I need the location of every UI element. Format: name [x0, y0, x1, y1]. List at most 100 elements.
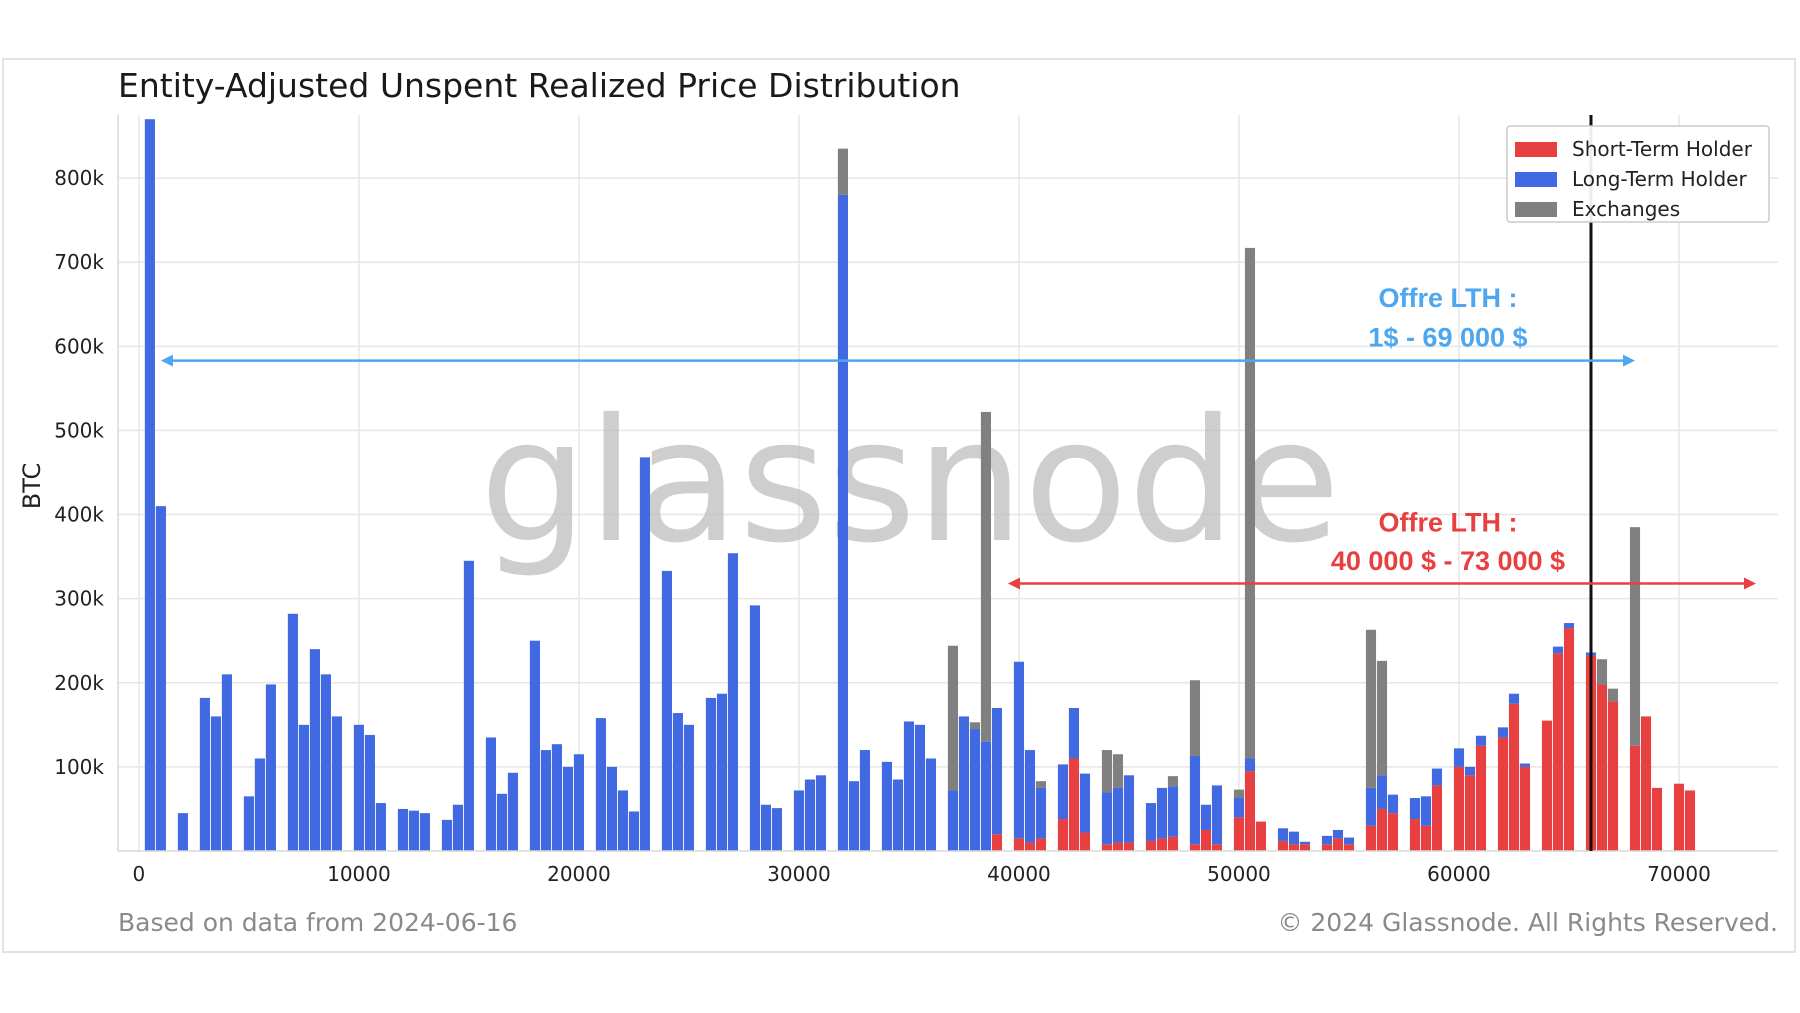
bar-long-term-holder	[628, 811, 639, 851]
bar-exchanges	[969, 722, 981, 730]
bar-short-term-holder	[1453, 766, 1465, 851]
x-tick-label: 50000	[1207, 862, 1271, 886]
legend-label-long-term-holder: Long-Term Holder	[1572, 167, 1747, 191]
bar-long-term-holder	[375, 803, 386, 851]
bar-long-term-holder	[771, 808, 782, 851]
sth-arrow-head-right	[1743, 577, 1756, 590]
bar-short-term-holder	[1409, 819, 1421, 851]
bar-long-term-holder	[452, 804, 463, 851]
bar-long-term-holder	[265, 684, 276, 851]
bar-long-term-holder	[1200, 804, 1212, 830]
bar-long-term-holder	[408, 810, 419, 851]
y-axis-label: BTC	[18, 463, 46, 509]
bar-short-term-holder	[1365, 825, 1377, 851]
bar-long-term-holder	[1387, 794, 1399, 814]
bar-long-term-holder	[529, 640, 540, 851]
bar-long-term-holder	[1244, 758, 1256, 772]
x-tick-label: 40000	[987, 862, 1051, 886]
bar-exchanges	[1189, 680, 1201, 756]
bar-long-term-holder	[1167, 786, 1179, 837]
bar-long-term-holder	[1497, 727, 1509, 738]
y-tick-label: 500k	[54, 418, 104, 442]
bar-long-term-holder	[1420, 796, 1432, 826]
bar-exchanges	[947, 645, 959, 791]
bar-long-term-holder	[991, 708, 1003, 835]
bar-long-term-holder	[606, 766, 617, 851]
bar-long-term-holder	[848, 781, 860, 851]
bar-short-term-holder	[1552, 653, 1564, 851]
bar-long-term-holder	[1365, 787, 1377, 826]
bar-long-term-holder	[1431, 768, 1443, 786]
bar-short-term-holder	[1431, 785, 1443, 851]
y-tick-label: 400k	[54, 503, 104, 527]
bar-exchanges	[1607, 688, 1619, 702]
bar-short-term-holder	[1651, 787, 1663, 851]
bar-long-term-holder	[639, 457, 650, 851]
bar-long-term-holder	[1321, 835, 1333, 845]
bar-long-term-holder	[925, 758, 937, 851]
bar-long-term-holder	[221, 674, 232, 851]
y-tick-label: 200k	[54, 671, 104, 695]
bar-long-term-holder	[617, 790, 628, 851]
bar-long-term-holder	[1277, 828, 1289, 841]
bar-short-term-holder	[1035, 838, 1047, 851]
bar-long-term-holder	[298, 724, 309, 851]
bar-short-term-holder	[1288, 844, 1300, 851]
bar-long-term-holder	[1299, 841, 1311, 845]
bar-short-term-holder	[1101, 844, 1113, 851]
bar-short-term-holder	[1607, 701, 1619, 851]
bar-long-term-holder	[551, 744, 562, 851]
bar-long-term-holder	[705, 697, 716, 851]
bar-short-term-holder	[1541, 720, 1553, 851]
bar-long-term-holder	[892, 779, 904, 851]
bar-short-term-holder	[1233, 817, 1245, 851]
lth-arrow-head-right	[1622, 354, 1635, 367]
bar-short-term-holder	[1112, 842, 1124, 851]
bar-short-term-holder	[1123, 842, 1135, 851]
bar-long-term-holder	[353, 724, 364, 851]
bar-long-term-holder	[243, 796, 254, 851]
bar-long-term-holder	[1123, 775, 1135, 843]
bar-short-term-holder	[1629, 745, 1641, 851]
legend: Short-Term Holder Long-Term Holder Exchang…	[1506, 125, 1770, 223]
bar-short-term-holder	[1519, 766, 1531, 851]
bar-short-term-holder	[1640, 716, 1652, 851]
bar-long-term-holder	[419, 813, 430, 851]
bar-short-term-holder	[1211, 844, 1223, 851]
bar-long-term-holder	[1453, 748, 1465, 767]
bar-long-term-holder	[1079, 773, 1091, 833]
bar-long-term-holder	[1332, 829, 1344, 839]
bar-short-term-holder	[1255, 821, 1267, 851]
bar-short-term-holder	[1167, 836, 1179, 851]
bar-short-term-holder	[1068, 758, 1080, 851]
bar-long-term-holder	[837, 194, 849, 851]
bar-short-term-holder	[1464, 775, 1476, 851]
legend-swatch-short-term-holder	[1515, 142, 1557, 157]
bar-long-term-holder	[320, 674, 331, 851]
bar-long-term-holder	[210, 716, 221, 851]
sth-annotation-line1: Offre LTH :	[1378, 507, 1517, 537]
bar-long-term-holder	[1563, 623, 1575, 629]
x-tick-label: 30000	[767, 862, 831, 886]
bar-long-term-holder	[1376, 775, 1388, 809]
y-tick-label: 100k	[54, 755, 104, 779]
bar-long-term-holder	[309, 649, 320, 851]
bar-long-term-holder	[595, 718, 606, 851]
bar-long-term-holder	[969, 729, 981, 851]
sth-arrow-head-left	[1007, 577, 1020, 590]
bar-long-term-holder	[1035, 787, 1047, 839]
bar-short-term-holder	[1596, 684, 1608, 851]
bar-long-term-holder	[199, 697, 210, 851]
bar-long-term-holder	[1145, 803, 1157, 841]
bar-short-term-holder	[1145, 840, 1157, 851]
bar-short-term-holder	[1189, 844, 1201, 851]
bar-short-term-holder	[1497, 737, 1509, 851]
bar-long-term-holder	[683, 724, 694, 851]
y-tick-label: 600k	[54, 334, 104, 358]
bar-short-term-holder	[1673, 783, 1685, 851]
bar-long-term-holder	[760, 804, 771, 851]
bar-short-term-holder	[1013, 838, 1025, 851]
bar-long-term-holder	[1112, 787, 1124, 843]
bar-long-term-holder	[485, 737, 496, 851]
